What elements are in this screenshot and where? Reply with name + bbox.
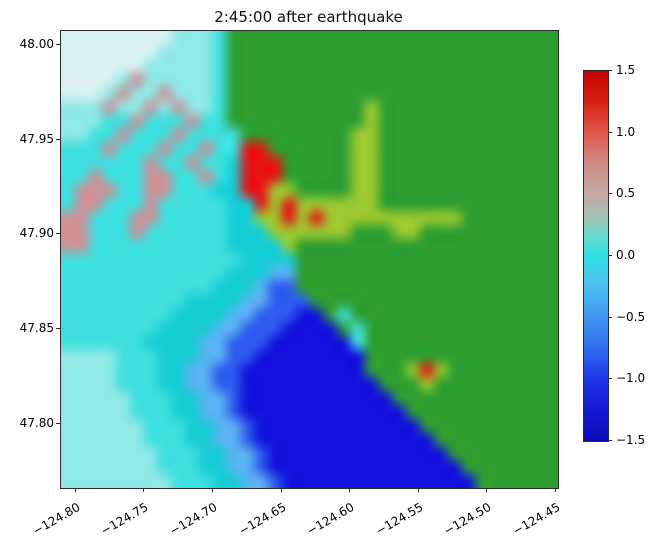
chart-title: 2:45:00 after earthquake — [214, 8, 403, 26]
colorbar-tick-mark — [608, 131, 612, 133]
colorbar — [583, 70, 609, 442]
y-tick-label: 47.80 — [19, 415, 54, 430]
x-tick-label: −124.60 — [304, 499, 357, 539]
colorbar-tick-label: −0.5 — [616, 309, 646, 324]
colorbar-tick-mark — [608, 70, 612, 71]
y-tick-label: 47.95 — [19, 131, 54, 146]
colorbar-tick-label: −1.0 — [616, 371, 646, 386]
colorbar-tick-label: −1.5 — [616, 433, 646, 447]
x-tick-mark — [555, 488, 556, 492]
y-tick-mark — [56, 44, 60, 46]
x-tick-label: −124.50 — [441, 499, 494, 539]
colorbar-tick-label: 1.0 — [616, 124, 636, 139]
colorbar-gradient — [584, 71, 608, 441]
x-tick-label: −124.75 — [98, 499, 151, 539]
x-tick-label: −124.65 — [236, 499, 289, 539]
heatmap-canvas — [61, 31, 558, 488]
y-tick-mark — [56, 233, 60, 235]
x-tick-label: −124.45 — [510, 499, 563, 539]
plot-area — [60, 30, 559, 489]
x-tick-label: −124.55 — [373, 499, 426, 539]
x-tick-mark — [486, 488, 488, 492]
colorbar-tick-mark — [608, 193, 612, 195]
colorbar-tick-mark — [608, 316, 612, 318]
colorbar-tick-mark — [608, 255, 612, 256]
x-tick-mark — [349, 488, 351, 492]
x-tick-mark — [280, 488, 282, 492]
y-tick-label: 47.90 — [19, 226, 54, 241]
x-tick-mark — [417, 488, 419, 492]
y-tick-label: 48.00 — [19, 37, 54, 52]
colorbar-tick-label: 1.5 — [616, 63, 636, 77]
y-tick-label: 47.85 — [19, 320, 54, 335]
colorbar-tick-mark — [608, 440, 612, 441]
colorbar-tick-mark — [608, 378, 612, 380]
colorbar-tick-label: 0.0 — [616, 248, 636, 262]
y-tick-mark — [56, 138, 60, 140]
colorbar-tick-label: 0.5 — [616, 186, 636, 201]
y-tick-mark — [56, 422, 60, 424]
x-tick-label: −124.70 — [167, 499, 220, 539]
x-tick-label: −124.80 — [30, 499, 83, 539]
x-tick-mark — [212, 488, 214, 492]
x-tick-mark — [143, 488, 145, 492]
y-tick-mark — [56, 327, 60, 329]
x-tick-mark — [74, 488, 76, 492]
